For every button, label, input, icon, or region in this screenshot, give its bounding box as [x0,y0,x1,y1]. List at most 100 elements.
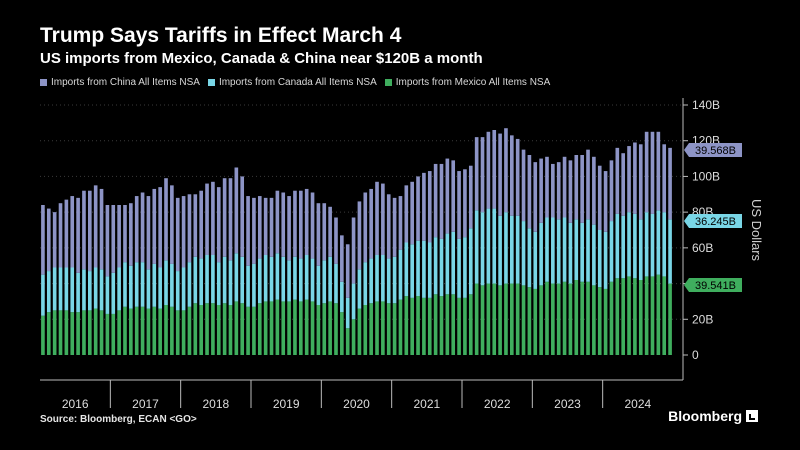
bar-segment-canada [257,258,262,304]
bar-segment-canada [433,237,438,295]
bar-segment-china [164,178,168,261]
bar-segment-china [64,199,69,268]
bar-segment-china [457,171,461,239]
bar-segment-canada [105,276,110,314]
bar-segment-canada [521,221,526,286]
bar-segment-canada [568,222,573,284]
bar-segment-mexico [257,303,262,355]
bar-segment-china [650,131,655,214]
bar-segment-canada [123,262,127,307]
bar-segment-mexico [527,287,532,355]
bar-segment-mexico [164,305,168,355]
bar-segment-mexico [41,315,45,355]
x-tick-label: 2019 [273,397,300,411]
bar-segment-canada [392,256,397,304]
bar-segment-china [603,171,608,232]
bar-segment-china [240,176,245,257]
bar-segment-mexico [603,288,608,355]
bar-segment-china [474,137,479,211]
bar-segment-mexico [586,281,590,355]
bar-segment-china [82,190,86,270]
bar-segment-mexico [375,301,379,355]
bar-segment-canada [216,262,221,305]
bar-segment-canada [603,231,608,289]
bar-segment-canada [621,215,625,279]
bar-segment-mexico [322,303,327,355]
legend-label-canada: Imports from Canada All Items NSA [218,77,377,88]
bar-segment-china [193,194,198,257]
bar-segment-canada [76,272,80,313]
bar-segment-canada [580,222,584,282]
bar-segment-canada [597,230,602,288]
bar-segment-mexico [545,281,549,355]
bar-segment-china [111,205,116,273]
bar-segment-china [369,188,373,259]
y-tick-label: 140B [692,98,720,112]
bar-segment-canada [240,256,245,304]
bar-segment-canada [117,267,121,311]
bar-segment-mexico [498,285,502,355]
bar-segment-canada [410,244,414,298]
bar-segment-mexico [299,301,303,355]
bar-segment-mexico [457,297,461,355]
bar-segment-mexico [463,297,467,355]
bar-segment-china [357,201,362,270]
bar-segment-china [70,196,75,268]
bar-segment-mexico [240,303,245,355]
bar-segment-canada [386,258,391,304]
bar-segment-mexico [93,308,98,355]
bar-segment-china [427,171,432,243]
bar-segment-canada [129,265,133,309]
bar-segment-canada [281,256,286,302]
x-tick-label: 2022 [484,397,511,411]
bar-segment-china [211,181,215,255]
bar-segment-canada [644,212,649,277]
bar-segment-mexico [228,305,233,355]
bar-segment-canada [345,297,350,329]
bar-segment-china [263,197,268,255]
bar-segment-canada [82,269,86,311]
bar-segment-china [644,131,649,213]
bloomberg-mark-icon [746,410,758,422]
bar-segment-canada [46,271,51,313]
bar-segment-china [340,235,344,282]
bar-segment-canada [492,208,497,284]
bar-segment-china [222,178,227,257]
bar-segment-china [293,190,297,257]
bar-segment-china [468,165,473,229]
bar-segment-canada [246,265,250,307]
bar-segment-mexico [263,301,268,355]
bar-segment-china [187,194,192,263]
bar-segment-canada [134,262,139,307]
bar-segment-canada [175,271,180,311]
bar-segment-china [404,185,409,243]
bar-segment-china [181,196,186,268]
bar-segment-china [41,205,45,275]
bar-segment-mexico [246,306,250,355]
bar-segment-canada [369,258,373,304]
bar-segment-mexico [386,303,391,355]
bar-segment-canada [322,260,327,304]
bar-segment-canada [363,262,368,305]
bar-segment-canada [328,256,332,302]
bar-segment-china [93,185,98,268]
bar-segment-china [199,190,203,259]
bar-segment-canada [52,267,57,311]
bar-segment-mexico [70,312,75,355]
bar-segment-china [140,192,145,263]
bar-segment-mexico [193,303,198,355]
bar-segment-mexico [492,283,497,355]
last-value-label: 39.541B [684,278,742,292]
bar-segment-canada [463,237,467,298]
bar-segment-mexico [568,283,573,355]
bar-segment-canada [650,213,655,277]
bar-segment-mexico [404,296,409,355]
bar-segment-mexico [468,294,473,355]
x-tick-label: 2024 [624,397,651,411]
bar-segment-china [515,138,520,216]
bloomberg-logo: Bloomberg [668,408,758,424]
bar-segment-china [416,176,420,241]
bar-segment-mexico [134,306,139,355]
bar-segment-china [99,188,104,270]
